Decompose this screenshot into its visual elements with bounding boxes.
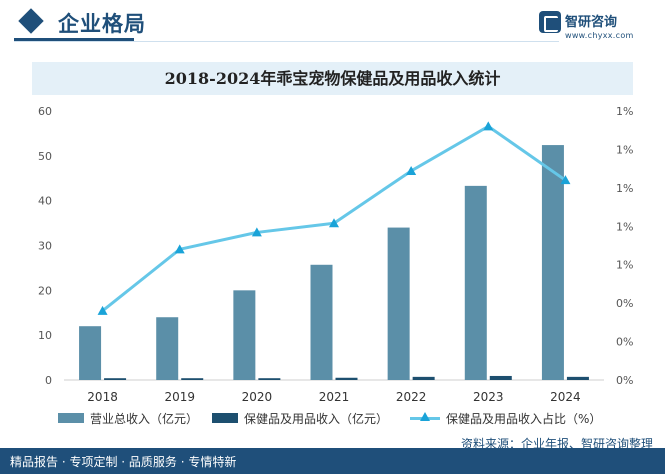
legend-swatch-revenue <box>58 413 84 423</box>
logo-url: www.chyxx.com <box>565 31 634 40</box>
right-axis-tick-label: 1% <box>616 259 633 272</box>
right-axis-tick-label: 0% <box>616 336 633 349</box>
header-accent-bar <box>14 38 134 41</box>
left-axis-tick-label: 10 <box>38 329 52 342</box>
bar-pet-health <box>335 377 358 380</box>
x-axis-tick-label: 2020 <box>242 390 273 404</box>
x-axis-tick-label: 2019 <box>164 390 195 404</box>
header-divider <box>14 41 559 42</box>
footer: 精品报告 · 专项定制 · 品质服务 · 专情特新 <box>0 448 665 474</box>
right-axis-tick-label: 1% <box>616 105 633 118</box>
point-ratio <box>97 305 108 315</box>
legend-label-pet-health: 保健品及用品收入（亿元） <box>244 411 389 426</box>
chart-title: 2018-2024年乖宝宠物保健品及用品收入统计 <box>164 69 501 88</box>
bar-revenue <box>464 185 487 380</box>
bar-revenue <box>387 227 410 380</box>
bar-pet-health <box>104 378 127 380</box>
point-ratio <box>406 165 417 175</box>
left-axis-tick-label: 60 <box>38 105 52 118</box>
x-axis-tick-label: 2023 <box>473 390 504 404</box>
legend-swatch-pet-health <box>212 413 238 423</box>
bar-pet-health <box>412 376 435 380</box>
header: 企业格局 智研咨询 www.chyxx.com <box>0 0 665 50</box>
bar-pet-health <box>566 376 589 380</box>
right-axis-tick-label: 1% <box>616 220 633 233</box>
bar-pet-health <box>181 378 204 380</box>
right-axis-tick-label: 0% <box>616 297 633 310</box>
logo: 智研咨询 www.chyxx.com <box>539 9 651 47</box>
logo-mark-icon <box>539 11 561 33</box>
left-axis-tick-label: 0 <box>45 374 52 387</box>
bar-revenue <box>541 145 564 380</box>
point-ratio <box>483 121 494 131</box>
bar-pet-health <box>258 378 281 380</box>
bar-pet-health <box>489 375 512 380</box>
footer-slogan: 精品报告 · 专项定制 · 品质服务 · 专情特新 <box>10 455 237 469</box>
legend-item-ratio: 保健品及用品收入占比（%） <box>410 409 601 427</box>
right-axis-tick-label: 1% <box>616 182 633 195</box>
right-axis-tick-label: 1% <box>616 143 633 156</box>
point-ratio <box>174 244 185 254</box>
left-axis-tick-label: 20 <box>38 284 52 297</box>
bar-revenue <box>79 326 102 380</box>
point-ratio <box>329 218 339 228</box>
point-ratio <box>560 175 571 185</box>
left-axis-tick-label: 40 <box>38 195 52 208</box>
chart-title-banner: 2018-2024年乖宝宠物保健品及用品收入统计 <box>32 62 633 95</box>
page-title: 企业格局 <box>58 12 146 36</box>
bar-revenue <box>156 317 179 380</box>
logo-name: 智研咨询 <box>565 15 618 30</box>
point-ratio <box>251 227 262 237</box>
legend-item-pet-health: 保健品及用品收入（亿元） <box>212 409 388 427</box>
legend-swatch-ratio-line-icon <box>410 412 440 423</box>
bar-revenue <box>233 290 256 380</box>
x-axis-tick-label: 2018 <box>87 390 118 404</box>
right-axis-tick-label: 0% <box>616 374 633 387</box>
left-axis-tick-label: 50 <box>38 150 52 163</box>
bar-revenue <box>310 264 333 380</box>
legend-item-revenue: 营业总收入（亿元） <box>58 409 198 427</box>
x-axis-tick-label: 2021 <box>319 390 350 404</box>
legend: 营业总收入（亿元） 保健品及用品收入（亿元） 保健品及用品收入占比（%） <box>0 409 665 427</box>
legend-label-revenue: 营业总收入（亿元） <box>90 411 199 426</box>
source-note: 资料来源：企业年报、智研咨询整理 <box>460 437 653 451</box>
x-axis-tick-label: 2024 <box>550 390 581 404</box>
left-axis-tick-label: 30 <box>38 240 52 253</box>
x-axis-tick-label: 2022 <box>396 390 427 404</box>
legend-label-ratio: 保健品及用品收入占比（%） <box>446 411 602 426</box>
